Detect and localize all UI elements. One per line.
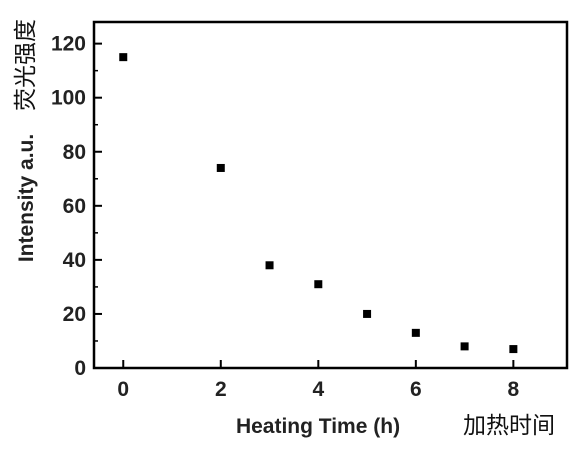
x-axis-title-cn: 加热时间 xyxy=(463,413,555,439)
y-tick-label-20: 20 xyxy=(63,303,86,326)
x-tick-label-4: 4 xyxy=(312,378,324,401)
y-tick-label-80: 80 xyxy=(63,141,86,164)
data-point-6 xyxy=(460,342,469,351)
plot-frame xyxy=(92,20,569,370)
data-point-7 xyxy=(509,345,518,354)
y-tick-label-100: 100 xyxy=(51,87,86,110)
data-point-0 xyxy=(119,53,128,62)
data-point-5 xyxy=(411,328,420,337)
x-tick-label-6: 6 xyxy=(410,378,422,401)
axes xyxy=(92,20,569,370)
data-point-3 xyxy=(314,280,323,289)
data-point-1 xyxy=(216,163,225,172)
x-tick-label-8: 8 xyxy=(508,378,520,401)
x-axis-title: Heating Time (h) xyxy=(236,415,400,438)
data-point-4 xyxy=(363,309,372,318)
y-tick-label-120: 120 xyxy=(51,33,86,56)
y-tick-label-0: 0 xyxy=(74,357,86,380)
x-tick-label-0: 0 xyxy=(117,378,129,401)
x-tick-label-2: 2 xyxy=(215,378,227,401)
data-points xyxy=(119,53,518,354)
data-point-2 xyxy=(265,261,274,270)
y-axis-title: Intensity a.u. xyxy=(15,134,38,262)
y-tick-label-60: 60 xyxy=(63,195,86,218)
y-tick-label-40: 40 xyxy=(63,249,86,272)
y-axis-title-cn: 荧光强度 xyxy=(13,19,39,111)
